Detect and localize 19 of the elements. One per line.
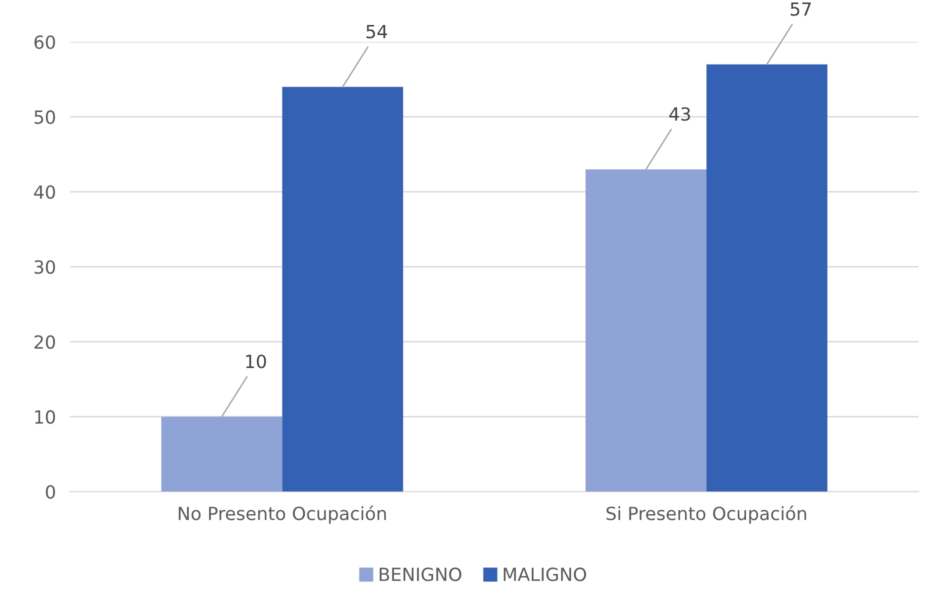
legend-label: MALIGNO — [504, 568, 586, 582]
data-label: 57 — [790, 2, 811, 16]
y-tick-label: 40 — [34, 185, 55, 199]
y-tick-label: 10 — [35, 410, 55, 424]
bar — [706, 64, 828, 492]
data-label: 54 — [366, 24, 388, 38]
y-tick-label: 30 — [34, 260, 55, 274]
y-tick-label: 20 — [34, 335, 55, 349]
bar — [282, 86, 404, 492]
y-tick-label: 60 — [34, 35, 55, 49]
y-tick-label: 50 — [34, 110, 55, 124]
data-label: 43 — [669, 107, 690, 121]
bar — [161, 416, 282, 492]
y-tick-label: 0 — [46, 485, 55, 499]
x-tick-label: No Presento Ocupación — [178, 506, 386, 524]
x-tick-label: Si Presento Ocupación — [606, 506, 806, 524]
data-label: 10 — [246, 354, 266, 368]
legend-label: BENIGNO — [380, 568, 462, 582]
bar — [586, 169, 706, 492]
